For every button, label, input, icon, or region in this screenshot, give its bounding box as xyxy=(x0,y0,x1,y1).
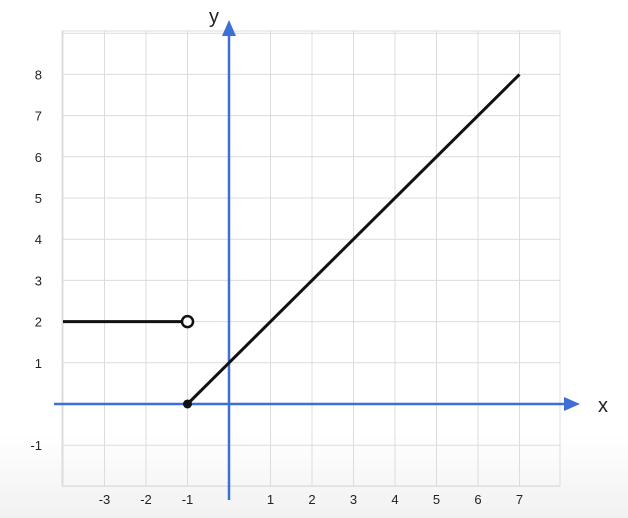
y-tick-label: 7 xyxy=(35,109,42,124)
series-line-2 xyxy=(186,73,521,406)
x-tick-label: 7 xyxy=(516,492,523,507)
x-tick-label: 6 xyxy=(474,492,481,507)
y-tick-label: 8 xyxy=(35,67,42,82)
x-tick-label: 4 xyxy=(391,492,398,507)
x-tick-label: 5 xyxy=(433,492,440,507)
x-tick-label: 1 xyxy=(267,492,274,507)
y-tick-label: 5 xyxy=(35,191,42,206)
x-tick-label: -2 xyxy=(140,492,152,507)
open-endpoint-marker xyxy=(180,314,195,329)
y-axis-arrowhead xyxy=(222,20,236,36)
closed-endpoint-marker xyxy=(183,399,192,409)
grid-border xyxy=(61,30,561,487)
x-axis-arrowhead xyxy=(564,397,580,411)
y-tick-label: 6 xyxy=(35,150,42,165)
y-tick-label: 2 xyxy=(35,315,42,330)
y-axis-label: y xyxy=(209,6,219,28)
y-tick-label: 4 xyxy=(35,232,42,247)
x-tick-label: -3 xyxy=(99,492,111,507)
x-tick-label: 2 xyxy=(308,492,315,507)
y-tick-label: 1 xyxy=(35,356,42,371)
x-tick-label: 3 xyxy=(350,492,357,507)
x-axis-label: x xyxy=(598,395,608,417)
x-tick-label: -1 xyxy=(182,492,194,507)
y-tick-label: 3 xyxy=(35,273,42,288)
y-tick-label: -1 xyxy=(30,438,42,453)
